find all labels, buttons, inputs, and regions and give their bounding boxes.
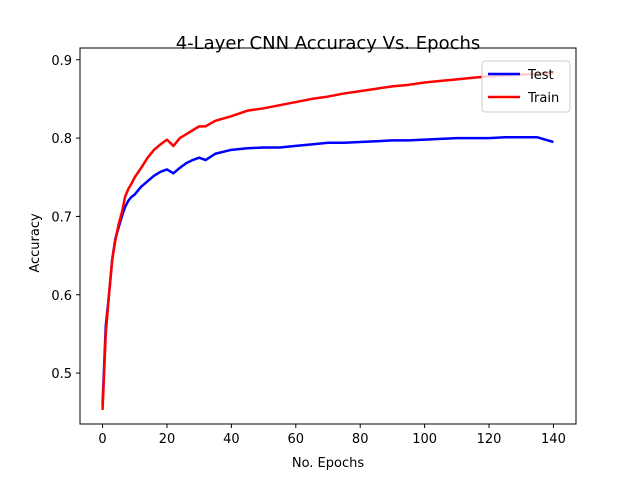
y-tick-label: 0.6 (51, 289, 72, 304)
x-axis-ticks: 0 20 40 60 80 100 120 140 (98, 424, 566, 447)
x-tick-label: 0 (98, 432, 106, 447)
series-line-test (101, 136, 554, 405)
x-tick-label: 20 (159, 432, 176, 447)
y-tick-label: 0.7 (51, 210, 72, 225)
legend-label-test: Test (527, 68, 554, 83)
x-tick-label: 120 (477, 432, 502, 447)
plot-lines (101, 71, 554, 410)
y-tick-label: 0.5 (51, 367, 72, 382)
x-tick-label: 40 (223, 432, 240, 447)
y-axis-ticks: 0.5 0.6 0.7 0.8 0.9 (51, 54, 80, 382)
x-tick-label: 100 (412, 432, 437, 447)
x-tick-label: 60 (288, 432, 305, 447)
legend: Test Train (481, 60, 571, 113)
x-tick-label: 80 (352, 432, 369, 447)
legend-label-train: Train (527, 91, 559, 106)
y-tick-label: 0.9 (51, 54, 72, 69)
y-axis-label: Accuracy (28, 213, 43, 273)
x-axis-label: No. Epochs (292, 456, 365, 471)
chart-title: 4-Layer CNN Accuracy Vs. Epochs (176, 33, 481, 54)
plot-frame (79, 47, 577, 425)
y-tick-label: 0.8 (51, 132, 72, 147)
series-line-train (101, 71, 554, 410)
x-tick-label: 140 (541, 432, 566, 447)
